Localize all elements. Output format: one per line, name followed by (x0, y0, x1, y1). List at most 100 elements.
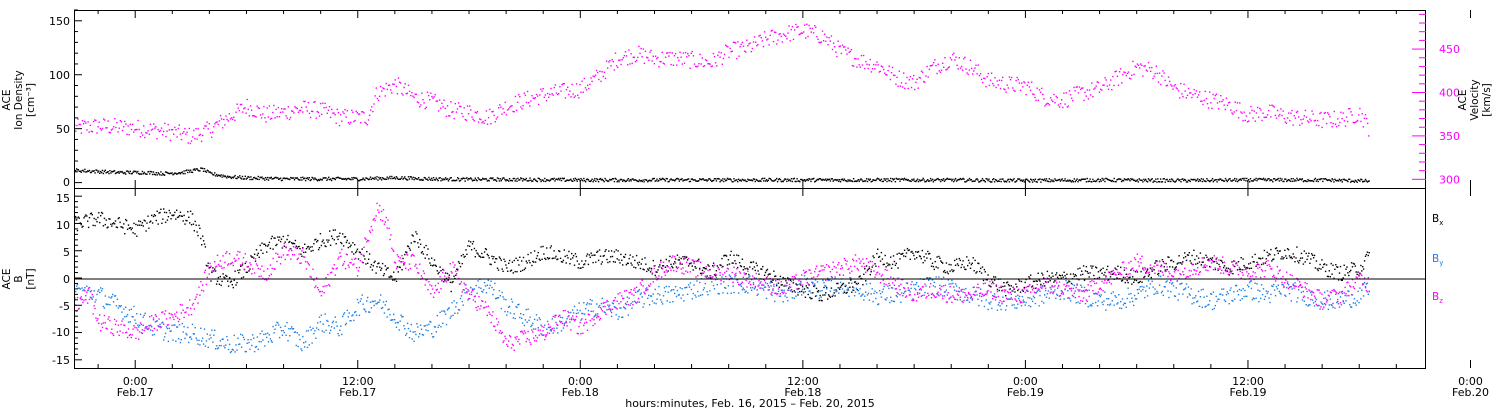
density-point (503, 177, 505, 179)
by-point (722, 292, 724, 294)
density-point (694, 179, 696, 181)
by-point (804, 291, 807, 293)
by-point (955, 285, 958, 287)
by-point (433, 326, 436, 328)
density-point (1363, 180, 1366, 182)
velocity-point (105, 127, 107, 129)
density-point (1179, 179, 1181, 181)
by-point (512, 317, 514, 319)
by-point (202, 343, 205, 345)
velocity-point (590, 77, 592, 79)
bx-point (1195, 263, 1197, 265)
by-point (1005, 305, 1008, 307)
by-point (641, 296, 643, 298)
bx-point (1217, 269, 1219, 271)
density-point (541, 179, 543, 181)
velocity-point (1055, 95, 1057, 98)
velocity-point (1162, 70, 1164, 72)
velocity-point (1313, 120, 1315, 122)
density-point (961, 178, 963, 180)
bx-point (807, 293, 809, 296)
by-point (314, 330, 316, 332)
velocity-point (1223, 104, 1225, 106)
by-point (289, 335, 291, 337)
velocity-point (365, 122, 367, 125)
density-point (888, 179, 890, 182)
density-point (967, 179, 970, 181)
velocity-point (660, 61, 662, 63)
density-point (916, 179, 918, 182)
velocity-point (288, 118, 291, 121)
by-point (735, 274, 737, 277)
density-point (388, 177, 390, 179)
bx-point (933, 268, 935, 271)
density-point (790, 178, 793, 180)
by-point (597, 306, 600, 308)
density-point (592, 181, 594, 183)
bx-point (760, 268, 762, 270)
density-point (1185, 181, 1188, 183)
by-point (833, 289, 835, 291)
velocity-point (145, 132, 147, 134)
velocity-point (166, 130, 168, 132)
density-point (1045, 178, 1048, 180)
velocity-point (728, 56, 730, 59)
by-point (270, 340, 272, 342)
bx-point (173, 214, 175, 216)
bx-point (176, 216, 179, 219)
density-point (483, 178, 486, 180)
velocity-point (789, 40, 791, 42)
by-point (968, 301, 971, 303)
velocity-point (1174, 84, 1176, 86)
velocity-point (1161, 75, 1163, 77)
density-point (842, 179, 845, 182)
density-point (639, 180, 642, 182)
bx-point (419, 238, 421, 241)
velocity-point (847, 47, 849, 49)
by-point (818, 297, 820, 299)
by-point (703, 287, 705, 289)
density-point (1220, 178, 1222, 180)
bx-point (1153, 269, 1155, 271)
bx-point (551, 257, 553, 260)
bx-point (291, 242, 294, 245)
bx-point (1031, 285, 1034, 287)
density-point (266, 178, 268, 181)
bx-point (371, 269, 374, 271)
density-point (1270, 179, 1272, 181)
by-point (630, 302, 632, 305)
by-point (218, 344, 221, 347)
velocity-point (1207, 107, 1210, 109)
by-point (1037, 289, 1039, 291)
density-point (206, 169, 208, 171)
velocity-point (430, 92, 432, 94)
bx-point (127, 224, 130, 226)
density-point (1213, 179, 1215, 181)
density-point (756, 179, 758, 181)
bx-point (1174, 267, 1177, 269)
by-point (278, 324, 280, 326)
velocity-point (464, 118, 466, 121)
bx-point (740, 265, 743, 268)
density-point (325, 177, 327, 179)
velocity-point (707, 63, 709, 65)
velocity-point (355, 110, 357, 112)
by-point (749, 275, 751, 277)
bx-point (1162, 260, 1164, 263)
by-point (141, 329, 144, 331)
by-point (920, 289, 922, 291)
bx-point (882, 263, 884, 266)
density-point (726, 177, 729, 180)
density-point (316, 179, 318, 181)
bx-point (190, 224, 193, 226)
by-point (573, 305, 576, 308)
velocity-point (1165, 85, 1167, 87)
density-point (181, 171, 183, 173)
by-point (1031, 300, 1034, 303)
bx-point (1150, 276, 1152, 279)
density-point (1292, 178, 1294, 180)
by-point (298, 334, 300, 336)
bx-point (686, 259, 689, 261)
velocity-point (1327, 112, 1329, 114)
velocity-point (1256, 106, 1259, 109)
